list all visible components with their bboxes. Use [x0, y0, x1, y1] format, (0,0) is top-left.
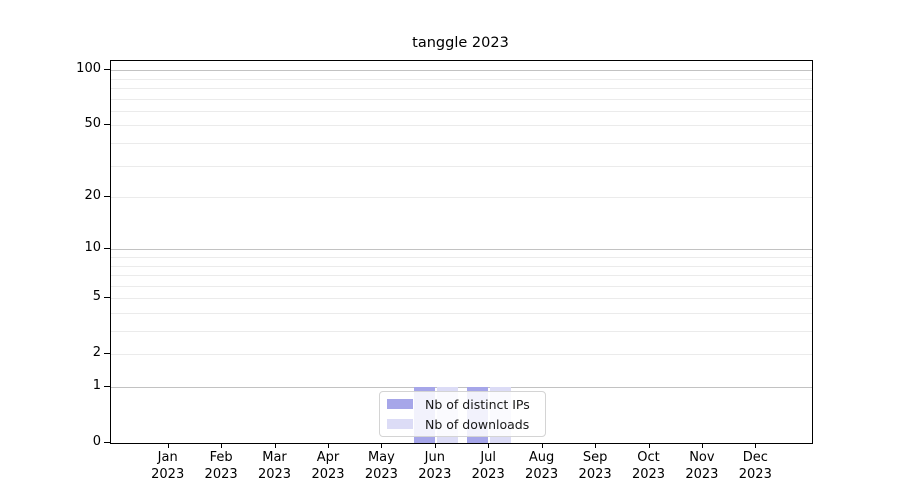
- x-tick-year: 2023: [525, 466, 559, 482]
- y-tick-label: 0: [92, 434, 101, 449]
- x-tick-mark: [648, 443, 650, 448]
- x-tick-mark: [701, 443, 703, 448]
- x-tick-mark: [434, 443, 436, 448]
- y-gridline-minor: [111, 142, 812, 144]
- y-gridline-major: [111, 387, 812, 388]
- y-gridline-major: [111, 70, 812, 72]
- legend-label-downloads: Nb of downloads: [425, 416, 530, 432]
- x-tick-month: Jul: [480, 450, 497, 465]
- x-tick-mark: [167, 443, 169, 448]
- y-tick-label: 5: [92, 289, 101, 305]
- x-tick-month: Sep: [582, 450, 608, 465]
- x-tick-label: Jun 2023: [405, 450, 465, 483]
- y-gridline-minor: [111, 275, 812, 276]
- y-gridline-minor: [111, 354, 812, 356]
- y-tick-mark: [104, 124, 110, 126]
- x-tick-label: Apr 2023: [298, 450, 358, 483]
- x-tick-month: Nov: [689, 450, 715, 465]
- plot-area: Nb of distinct IPs Nb of downloads: [110, 60, 813, 444]
- legend: Nb of distinct IPs Nb of downloads: [379, 391, 546, 437]
- y-tick-label: 50: [84, 116, 101, 132]
- y-tick-mark: [104, 69, 110, 71]
- x-tick-mark: [755, 443, 757, 448]
- y-tick-label: 100: [76, 61, 101, 77]
- x-tick-year: 2023: [204, 466, 238, 482]
- x-tick-label: Oct 2023: [619, 450, 679, 483]
- y-tick-label: 1: [92, 378, 101, 393]
- y-gridline-minor: [111, 265, 812, 267]
- x-tick-year: 2023: [311, 466, 345, 482]
- x-tick-label: Dec 2023: [725, 450, 785, 483]
- x-tick-mark: [595, 443, 597, 448]
- y-gridline-minor: [111, 312, 812, 314]
- x-tick-year: 2023: [257, 466, 292, 482]
- x-tick-mark: [221, 443, 223, 448]
- y-tick-mark: [104, 353, 110, 355]
- y-tick-label: 20: [84, 188, 101, 203]
- x-tick-year: 2023: [364, 466, 398, 482]
- x-tick-year: 2023: [418, 466, 452, 482]
- y-gridline-minor: [111, 331, 812, 332]
- x-tick-year: 2023: [738, 466, 772, 482]
- y-tick-mark: [104, 248, 110, 250]
- x-tick-month: Jun: [424, 450, 445, 465]
- x-tick-year: 2023: [685, 466, 719, 482]
- x-tick-label: Jul 2023: [458, 450, 518, 483]
- y-gridline-minor: [111, 197, 812, 198]
- x-tick-mark: [541, 443, 543, 448]
- x-tick-label: Nov 2023: [672, 450, 732, 483]
- y-gridline-minor: [111, 165, 812, 167]
- x-tick-label: Sep 2023: [565, 450, 625, 483]
- x-tick-label: May 2023: [351, 450, 411, 483]
- legend-label-distinct-ips: Nb of distinct IPs: [425, 396, 530, 412]
- y-tick-mark: [104, 386, 110, 387]
- legend-item-distinct-ips: Nb of distinct IPs: [387, 397, 538, 412]
- y-gridline-minor: [111, 98, 812, 100]
- x-tick-month: May: [367, 450, 395, 465]
- x-tick-month: Oct: [637, 450, 660, 465]
- x-tick-month: Feb: [209, 450, 233, 465]
- x-tick-label: Mar 2023: [245, 450, 305, 483]
- x-tick-year: 2023: [631, 466, 666, 482]
- y-gridline-minor: [111, 256, 812, 258]
- x-tick-mark: [488, 443, 490, 448]
- y-tick-mark: [104, 196, 110, 197]
- y-tick-label: 10: [84, 240, 101, 256]
- x-tick-month: Aug: [528, 450, 555, 465]
- y-tick-label: 2: [92, 345, 101, 361]
- y-gridline-minor: [111, 110, 812, 112]
- chart-title: tanggle 2023: [412, 35, 509, 51]
- y-gridline-minor: [111, 78, 812, 80]
- x-tick-label: Jan 2023: [138, 450, 198, 483]
- x-tick-label: Feb 2023: [191, 450, 251, 483]
- y-gridline-minor: [111, 285, 812, 287]
- x-tick-mark: [381, 443, 383, 448]
- y-gridline-minor: [111, 87, 812, 89]
- x-tick-month: Jan: [157, 450, 178, 465]
- y-tick-mark: [104, 442, 110, 443]
- x-tick-year: 2023: [471, 466, 505, 482]
- x-tick-year: 2023: [578, 466, 612, 482]
- y-gridline-major: [111, 249, 812, 251]
- legend-item-downloads: Nb of downloads: [387, 417, 538, 432]
- x-tick-month: Mar: [262, 450, 287, 465]
- legend-swatch-distinct-ips: [387, 399, 413, 409]
- y-gridline-minor: [111, 298, 812, 300]
- y-gridline-minor: [111, 125, 812, 127]
- x-tick-year: 2023: [151, 466, 185, 482]
- x-tick-label: Aug 2023: [512, 450, 572, 483]
- legend-swatch-downloads: [387, 419, 413, 429]
- x-tick-month: Dec: [742, 450, 768, 465]
- x-tick-mark: [328, 443, 329, 448]
- y-tick-mark: [104, 297, 110, 299]
- x-tick-mark: [274, 443, 276, 448]
- x-tick-month: Apr: [316, 450, 340, 465]
